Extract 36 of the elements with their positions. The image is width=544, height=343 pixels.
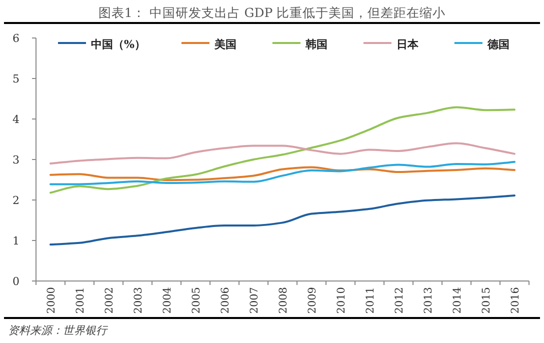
x-tick-label: 2013	[422, 287, 434, 314]
x-tick-label: 2008	[278, 287, 290, 314]
chart-title: 图表1： 中国研发支出占 GDP 比重低于美国，但差距在缩小	[98, 5, 446, 20]
x-tick-label: 2000	[46, 287, 58, 314]
y-tick-label: 4	[12, 113, 20, 126]
x-tick-label: 2006	[220, 286, 232, 314]
x-tick-label: 2003	[132, 287, 144, 314]
x-tick-label: 2010	[336, 287, 348, 314]
x-tick-label: 2015	[480, 287, 492, 314]
y-tick-label: 5	[12, 72, 20, 86]
line-series	[50, 106, 516, 194]
legend-label: 中国（%）	[91, 38, 146, 51]
x-tick-label: 2012	[394, 287, 406, 314]
line-series	[50, 160, 516, 186]
y-tick-label: 1	[12, 234, 20, 248]
x-tick-label: 2009	[306, 287, 318, 314]
x-tick-label: 2016	[510, 286, 522, 314]
x-tick-label: 2007	[248, 287, 260, 314]
line-series	[50, 142, 516, 165]
y-tick-label: 0	[12, 275, 20, 288]
x-tick-label: 2002	[104, 287, 116, 314]
legend-label: 韩国	[304, 38, 328, 51]
line-series	[50, 194, 516, 246]
x-tick-label: 2005	[190, 287, 202, 314]
y-tick-label: 3	[12, 154, 20, 166]
legend-label: 美国	[213, 38, 236, 51]
x-tick-label: 2014	[452, 286, 464, 314]
text: 资料来源：世界银行	[8, 324, 109, 337]
line-series	[50, 166, 516, 182]
legend-label: 日本	[396, 38, 420, 51]
y-tick-label: 6	[12, 32, 20, 45]
x-tick-label: 2001	[74, 287, 86, 314]
x-tick-label: 2004	[162, 286, 174, 314]
legend-label: 德国	[486, 38, 510, 51]
y-tick-label: 2	[12, 194, 20, 207]
x-tick-label: 2011	[364, 287, 376, 314]
